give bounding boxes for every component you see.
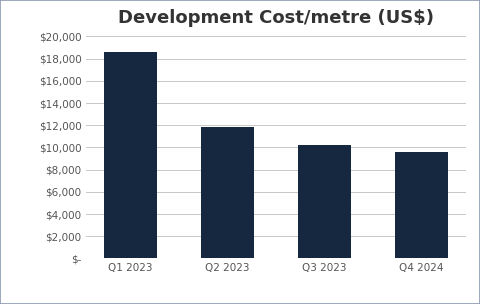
Bar (298, 145, 351, 258)
Bar (395, 152, 448, 258)
Bar (201, 127, 254, 258)
Title: Development Cost/metre (US$): Development Cost/metre (US$) (118, 9, 434, 26)
Bar (104, 52, 157, 258)
